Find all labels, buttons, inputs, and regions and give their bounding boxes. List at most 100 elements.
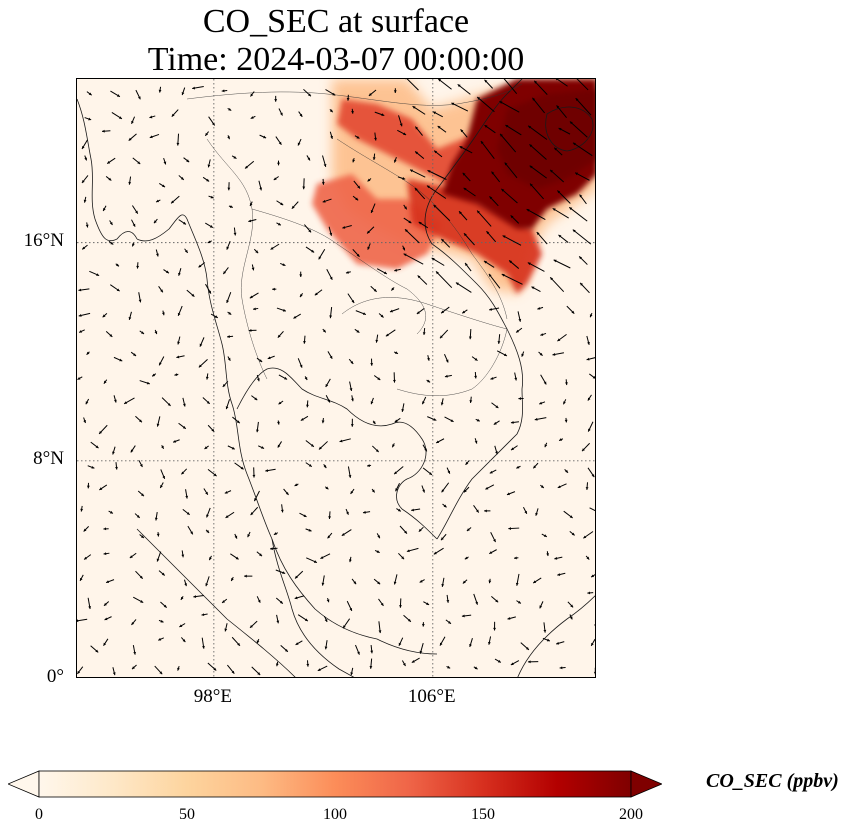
wind-vector-head — [86, 485, 90, 489]
wind-vector-head — [303, 514, 307, 517]
wind-vector-head — [205, 376, 209, 380]
wind-vector-head — [532, 97, 536, 101]
wind-vector-head — [88, 117, 92, 121]
wind-vector — [529, 165, 547, 179]
wind-vector-head — [321, 420, 325, 424]
wind-vector-head — [323, 465, 327, 469]
wind-vector-head — [495, 451, 498, 455]
wind-vector-head — [591, 474, 595, 478]
wind-vector-head — [510, 662, 514, 665]
wind-vector-head — [156, 558, 160, 562]
wind-vector-head — [405, 79, 407, 80]
wind-vector-head — [546, 553, 550, 556]
wind-vector-head — [322, 199, 326, 203]
wind-vector-head — [81, 146, 85, 150]
wind-vector-head — [426, 185, 430, 189]
wind-vector-head — [158, 637, 162, 641]
wind-vector-head — [592, 375, 595, 379]
wind-vector-head — [295, 575, 298, 579]
wind-vector-head — [297, 142, 301, 146]
wind-vector-head — [279, 600, 283, 604]
wind-vector-head — [299, 113, 303, 117]
wind-vector-head — [251, 267, 255, 271]
wind-vector-head — [539, 605, 543, 609]
wind-vector-head — [161, 572, 165, 576]
wind-vector-head — [536, 232, 540, 235]
wind-vector-head — [224, 490, 228, 494]
wind-vector-head — [345, 270, 349, 274]
wind-vector-head — [356, 329, 360, 333]
wind-vector-head — [554, 147, 558, 151]
wind-vector-head — [177, 667, 180, 671]
wind-vector-head — [540, 485, 544, 488]
wind-vector-head — [402, 177, 406, 180]
wind-vector-head — [558, 234, 562, 238]
wind-vector-head — [267, 356, 271, 360]
wind-vector-head — [118, 116, 122, 119]
wind-vector-head — [313, 560, 317, 563]
wind-vector-head — [124, 401, 128, 404]
wind-vector-head — [440, 402, 444, 406]
wind-vector-head — [375, 449, 379, 453]
wind-vector-head — [329, 276, 333, 280]
wind-vector-head — [412, 106, 416, 109]
wind-vector-head — [398, 642, 402, 646]
wind-vector-head — [485, 486, 489, 490]
wind-vector-head — [414, 187, 418, 191]
wind-vector-head — [276, 620, 280, 624]
wind-vector-head — [446, 600, 450, 603]
map-title-line2: Time: 2024-03-07 00:00:00 — [147, 41, 525, 78]
wind-vector-head — [222, 600, 226, 603]
colorbar-tick-label-3: 150 — [471, 806, 495, 823]
wind-vectors — [77, 79, 595, 676]
wind-vector — [476, 210, 492, 227]
wind-vector-head — [477, 210, 480, 214]
wind-vector-head — [227, 136, 230, 140]
wind-vector-head — [355, 197, 359, 201]
wind-vector-head — [299, 294, 303, 298]
wind-vector-head — [546, 638, 550, 642]
wind-vector-head — [534, 80, 538, 84]
wind-vector-head — [419, 650, 423, 654]
wind-vector — [589, 507, 595, 512]
wind-vector-head — [225, 515, 229, 518]
wind-vector-head — [190, 531, 193, 535]
wind-vector-head — [484, 509, 487, 513]
wind-vector-head — [211, 428, 215, 432]
wind-vector-head — [508, 527, 512, 530]
wind-vector-head — [526, 209, 530, 212]
wind-vector-head — [438, 79, 442, 82]
wind-vector-head — [372, 157, 376, 160]
wind-vector-head — [131, 120, 134, 124]
wind-vector-head — [521, 353, 525, 357]
wind-vector-head — [139, 463, 143, 467]
wind-vector-head — [229, 205, 233, 208]
wind-vector-head — [586, 556, 590, 560]
wind-vector-head — [156, 253, 159, 257]
colorbar-tick-label-4: 200 — [619, 806, 643, 823]
wind-vector-head — [198, 364, 202, 368]
wind-vector-head — [465, 262, 468, 266]
wind-vector-head — [116, 288, 120, 292]
wind-vector-head — [591, 574, 595, 578]
wind-vector-head — [272, 287, 275, 291]
wind-vector-head — [486, 231, 490, 235]
wind-vector-head — [531, 286, 535, 290]
wind-vector-head — [115, 466, 118, 470]
wind-vector — [552, 207, 569, 219]
wind-vector-head — [404, 206, 407, 210]
wind-vector-head — [139, 575, 143, 579]
wind-vector-head — [325, 486, 329, 490]
wind-vector-head — [563, 401, 566, 405]
wind-vector-head — [349, 388, 353, 391]
wind-vector-head — [237, 642, 240, 646]
wind-vector-head — [370, 210, 374, 213]
wind-vector-head — [557, 190, 561, 194]
wind-vector-head — [564, 419, 568, 423]
wind-vector-head — [135, 210, 138, 214]
wind-vector-head — [284, 648, 288, 652]
wind-vector-head — [465, 461, 469, 465]
gridlines — [77, 79, 595, 677]
wind-vector-head — [137, 161, 141, 164]
wind-vector-head — [314, 292, 318, 296]
